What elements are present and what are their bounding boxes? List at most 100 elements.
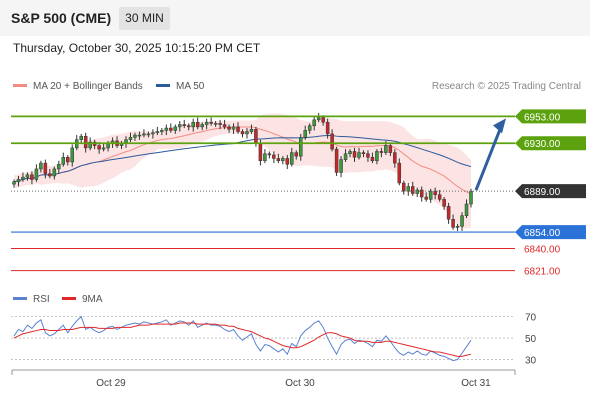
candle	[361, 150, 366, 158]
legend-label: MA 50	[176, 81, 205, 92]
candle	[79, 133, 83, 144]
candle-body	[294, 152, 299, 157]
instrument-title: S&P 500 (CME)	[11, 10, 112, 26]
level-label: 6821.00	[524, 267, 561, 278]
candle-body	[263, 153, 267, 162]
candle-body	[137, 134, 142, 137]
candle-body	[209, 121, 213, 124]
candle	[151, 129, 155, 139]
candle-body	[222, 124, 227, 128]
candle-body	[437, 194, 442, 200]
candle	[334, 146, 339, 176]
candle-body	[303, 130, 307, 138]
candle-body	[307, 125, 312, 131]
candle-body	[397, 162, 402, 184]
candle	[191, 118, 195, 132]
level-label: 6854.00	[524, 228, 561, 239]
level-label: 6930.00	[524, 139, 561, 150]
candle	[240, 129, 245, 138]
candle	[455, 223, 460, 231]
candle	[57, 160, 61, 174]
forecast-arrow-shaft	[474, 123, 504, 191]
candle-body	[12, 181, 16, 185]
candle	[411, 181, 415, 196]
candle	[375, 149, 379, 165]
interval-button[interactable]: 30 MIN	[119, 7, 170, 30]
candle	[393, 149, 397, 168]
candle-body	[451, 218, 455, 228]
candle	[370, 152, 375, 164]
candle	[415, 187, 419, 198]
level-6854-00: 6854.00	[11, 225, 586, 240]
candle-body	[375, 151, 379, 162]
legend-swatch	[62, 297, 76, 300]
candle-body	[388, 145, 393, 153]
candle	[343, 149, 348, 162]
candle-body	[146, 133, 151, 136]
rsi-tick-label: 70	[525, 313, 537, 324]
level-tag	[515, 109, 586, 124]
candle-body	[151, 132, 155, 135]
candle	[312, 116, 316, 131]
candle-body	[204, 121, 209, 125]
candle-body	[34, 168, 39, 180]
candle-body	[236, 126, 240, 132]
candle	[204, 118, 209, 130]
candle	[442, 197, 446, 210]
attribution-label: Research © 2025 Trading Central	[432, 81, 581, 92]
candle	[146, 131, 151, 138]
candle-body	[415, 189, 419, 194]
candle	[460, 212, 464, 231]
candle-body	[442, 199, 446, 207]
legend-swatch	[13, 297, 27, 300]
candle	[298, 133, 303, 161]
candle-body	[254, 128, 258, 144]
candle-body	[101, 147, 106, 150]
candle	[231, 123, 236, 134]
candle-body	[57, 164, 61, 170]
header-bar: S&P 500 (CME) 30 MIN	[0, 0, 590, 36]
forecast-arrow	[474, 118, 506, 191]
candle-body	[88, 141, 92, 149]
legend-label: MA 20 + Bollinger Bands	[33, 81, 143, 92]
candle	[48, 168, 52, 179]
candle-body	[312, 119, 316, 126]
candle	[173, 124, 178, 134]
candle-body	[213, 123, 218, 125]
candle	[245, 128, 249, 139]
candle-body	[419, 189, 424, 198]
candle-body	[455, 225, 460, 228]
candle-body	[195, 121, 200, 128]
rsi-tick-label: 50	[525, 334, 537, 345]
rsi-ma9-line	[13, 322, 472, 357]
candle-body	[446, 206, 451, 220]
candle	[325, 118, 330, 139]
candle-body	[182, 124, 187, 126]
legend-swatch	[13, 84, 27, 87]
candle-body	[321, 117, 325, 123]
candle-body	[164, 127, 169, 131]
candle	[182, 119, 187, 129]
candle-body	[16, 179, 21, 183]
candle-body	[428, 190, 433, 200]
candle-body	[48, 173, 52, 177]
candle-body	[469, 190, 473, 205]
candle	[348, 149, 352, 158]
candle-body	[316, 117, 321, 121]
level-label: 6840.00	[524, 244, 561, 255]
candle-body	[330, 133, 334, 150]
x-tick-label: Oct 29	[96, 378, 126, 389]
candle	[164, 124, 169, 136]
candle-body	[460, 215, 464, 227]
candle-body	[424, 196, 428, 200]
candle-body	[21, 176, 25, 180]
candle-body	[142, 133, 146, 136]
candle	[464, 199, 469, 219]
candle	[195, 117, 200, 130]
candle-body	[160, 130, 164, 132]
candle-body	[393, 152, 397, 164]
candle-body	[334, 148, 339, 173]
candle-body	[352, 151, 357, 158]
